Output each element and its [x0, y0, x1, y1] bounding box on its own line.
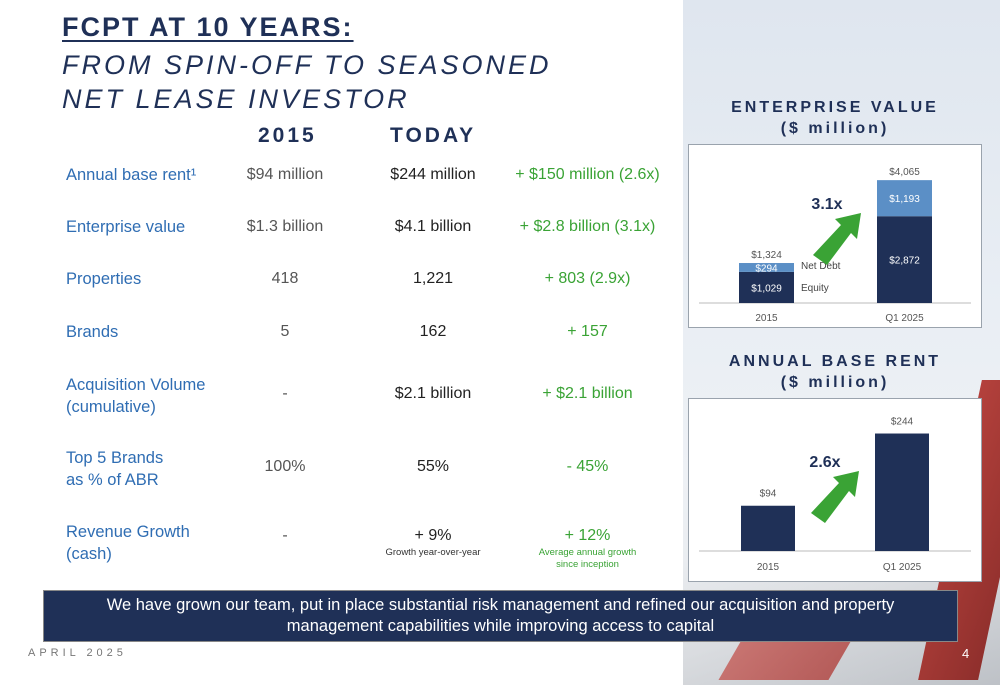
row-label: Annual base rent¹: [66, 166, 197, 184]
abr-chart: $94 2015 $244 Q1 2025 2.6x: [688, 398, 982, 582]
value-today: 55%: [416, 458, 450, 475]
bar-equity: [877, 216, 932, 303]
abr-chart-title: ANNUAL BASE RENT ($ million): [728, 353, 942, 391]
column-header-2015: 2015: [258, 124, 317, 147]
row-label: Brands: [66, 323, 119, 341]
x-tick-label: Q1 2025: [885, 313, 924, 324]
ev-chart: $1,029 $294 $1,324 2015 $2,872 $1,193 $4,065 Q1…: [688, 144, 982, 328]
legend-net-debt: Net Debt: [801, 261, 841, 272]
background-building-accent-2: [718, 640, 852, 680]
data-label-net-debt: $1,193: [889, 194, 920, 205]
x-tick-label: 2015: [755, 313, 778, 324]
value-today: $2.1 billion: [394, 385, 472, 402]
row-label: Enterprise value: [66, 218, 186, 236]
value-2015: -: [282, 527, 288, 544]
summary-text: We have grown our team, put in place sub…: [106, 596, 895, 635]
value-2015: 418: [271, 270, 299, 287]
bar-net-debt: [877, 180, 932, 217]
legend-equity: Equity: [801, 283, 829, 294]
bar-abr: [741, 505, 795, 551]
x-tick-label: 2015: [757, 562, 780, 573]
slide-title: FCPT AT 10 YEARS:: [62, 12, 354, 42]
growth-multiple-label: 3.1x: [811, 196, 842, 213]
value-2015: 5: [280, 323, 290, 340]
value-change: - 45%: [566, 458, 609, 475]
growth-arrow-icon: [813, 213, 861, 265]
value-change: + 803 (2.9x): [544, 270, 631, 287]
change-note: Average annual growth since inception: [538, 547, 637, 570]
x-tick-label: Q1 2025: [883, 562, 922, 573]
value-today: + 9%: [414, 527, 452, 544]
data-label-net-debt: $294: [755, 263, 778, 274]
growth-arrow-icon: [811, 471, 859, 523]
data-label-abr: $94: [760, 489, 777, 500]
value-change: + $150 million (2.6x): [515, 166, 660, 183]
value-change: + $2.8 billion (3.1x): [519, 218, 656, 235]
value-today: $4.1 billion: [394, 218, 472, 235]
value-2015: $94 million: [246, 166, 324, 183]
slide-subtitle: FROM SPIN-OFF TO SEASONED NET LEASE INVE…: [62, 50, 552, 114]
data-label-equity: $2,872: [889, 256, 920, 267]
value-change: + $2.1 billion: [542, 385, 633, 402]
bar-equity: [739, 271, 794, 303]
value-2015: $1.3 billion: [246, 218, 324, 235]
today-note: Growth year-over-year: [385, 547, 481, 558]
ev-chart-svg: $1,029 $294 $1,324 2015 $2,872 $1,193 $4,065 Q1…: [699, 167, 971, 324]
value-today: $244 million: [390, 166, 476, 183]
row-label: Top 5 Brands as % of ABR: [66, 449, 164, 489]
bar-net-debt: [739, 263, 794, 272]
summary-banner: We have grown our team, put in place sub…: [43, 590, 958, 642]
page-number: 4: [962, 646, 970, 661]
abr-chart-svg: $94 2015 $244 Q1 2025 2.6x: [699, 417, 971, 573]
data-label-abr: $244: [891, 417, 914, 428]
column-header-today: TODAY: [390, 124, 477, 147]
value-today: 1,221: [412, 270, 454, 287]
row-label: Acquisition Volume (cumulative): [66, 376, 206, 416]
bar-abr: [875, 433, 929, 551]
data-label-total: $1,324: [751, 250, 782, 261]
row-label: Revenue Growth (cash): [66, 523, 190, 563]
value-2015: -: [282, 385, 288, 402]
footer-date: APRIL 2025: [28, 647, 127, 659]
growth-multiple-label: 2.6x: [809, 454, 840, 471]
value-2015: 100%: [264, 458, 306, 475]
data-label-equity: $1,029: [751, 283, 782, 294]
ev-chart-title: ENTERPRISE VALUE ($ million): [731, 99, 939, 137]
row-label: Properties: [66, 270, 142, 288]
data-label-total: $4,065: [889, 167, 920, 178]
value-change: + 12%: [564, 527, 611, 544]
value-today: 162: [419, 323, 447, 340]
value-change: + 157: [567, 323, 608, 340]
